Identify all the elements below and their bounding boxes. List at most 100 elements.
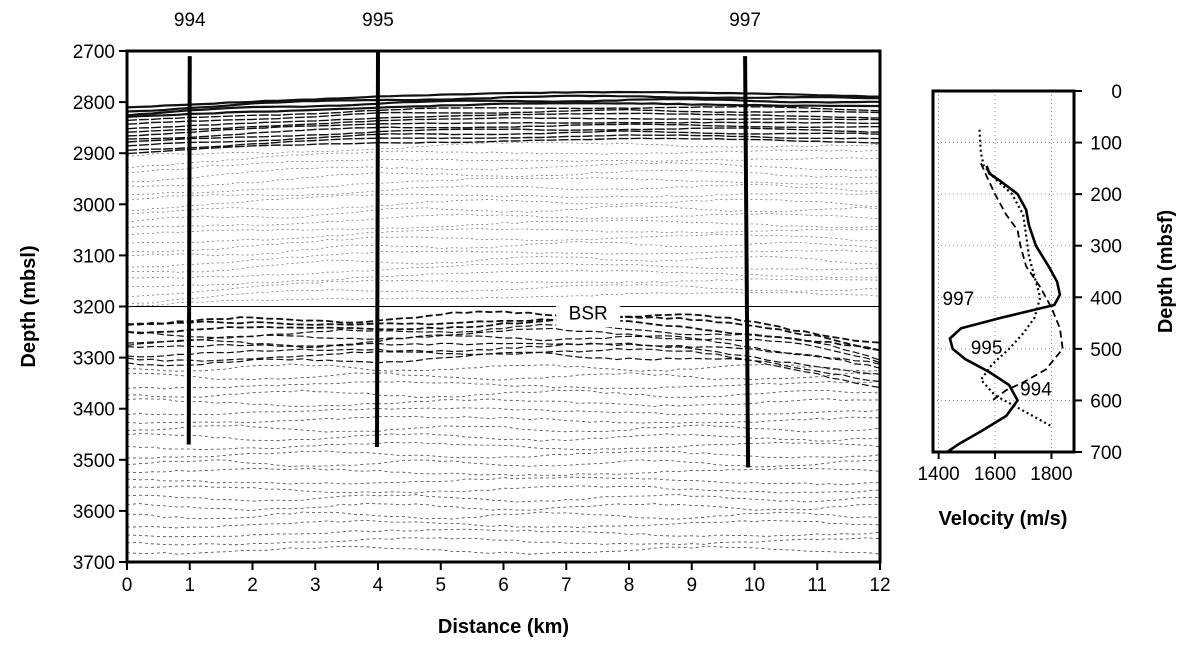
sediment-reflector: [127, 291, 880, 308]
deep-reflector: [127, 459, 880, 468]
x-tick-label: 11: [807, 575, 827, 596]
velocity-x-tick-label: 1600: [974, 464, 1016, 485]
deep-reflector: [127, 528, 880, 538]
sediment-reflector: [127, 241, 880, 257]
velocity-y-tick-label: 600: [1090, 391, 1122, 412]
site-label-995: 995: [362, 10, 394, 31]
velocity-y-tick-label: 700: [1090, 443, 1122, 464]
sediment-reflector: [127, 262, 880, 279]
seismic-chart: BSR 0 1 2 3 4 5 6 7 8 9 10 11 12 2700280029003000310…: [18, 10, 891, 638]
sediment-reflector: [127, 141, 880, 157]
y-tick-label: 3500: [73, 451, 115, 472]
y-tick-label: 3300: [73, 349, 115, 370]
well-line-994: [186, 56, 192, 445]
bsr-zone-reflector: [127, 334, 880, 365]
seafloor-reflector: [127, 123, 880, 140]
x-tick-label: 2: [247, 575, 258, 596]
deep-reflector: [127, 372, 880, 381]
sediment-reflector: [127, 157, 880, 174]
velocity-chart: 997 995 994 1400 1600 1800 0 100 200 300 400 500 6…: [917, 82, 1177, 530]
y-tick-label: 2900: [73, 144, 115, 165]
seismic-site-labels: 994 995 997: [174, 10, 761, 31]
deep-reflector: [127, 502, 880, 511]
well-line-995: [375, 50, 380, 448]
seafloor-reflector: [127, 130, 880, 147]
seafloor-reflector: [127, 97, 880, 117]
seafloor-reflector: [127, 90, 880, 109]
deep-reflector: [127, 485, 880, 494]
deep-reflector: [127, 407, 880, 416]
velocity-line-995: [980, 162, 1064, 402]
sediment-reflector: [127, 149, 880, 169]
y-tick-label: 3400: [73, 400, 115, 421]
sediment-reflector: [127, 205, 880, 223]
deep-reflector: [127, 450, 880, 459]
y-tick-label: 3100: [73, 246, 115, 267]
sediment-reflector: [127, 219, 880, 236]
y-tick-label: 2700: [73, 42, 115, 63]
velocity-series-labels: 997 995 994: [943, 289, 1053, 400]
deep-reflector: [127, 415, 880, 424]
site-label-994: 994: [174, 10, 206, 31]
bsr-zone-reflector: [127, 351, 880, 389]
bsr-zone-reflector: [127, 342, 880, 375]
deep-reflector: [127, 441, 880, 451]
velocity-y-axis-title: Depth (mbsf): [1155, 210, 1177, 333]
velocity-y-ticks: 0 100 200 300 400 500 600 700: [1074, 82, 1122, 464]
y-tick-label: 3200: [73, 298, 115, 319]
sediment-reflector: [127, 169, 880, 187]
velocity-series-label-994: 994: [1020, 379, 1052, 400]
sediment-reflector: [127, 278, 880, 297]
velocity-y-tick-label: 500: [1090, 340, 1122, 361]
x-tick-label: 6: [498, 575, 509, 596]
sediment-reflector: [127, 192, 880, 211]
sediment-reflector: [127, 233, 880, 253]
seafloor-reflector: [127, 108, 880, 125]
sediment-reflector: [127, 177, 880, 195]
seafloor-reflector: [127, 102, 880, 118]
velocity-y-tick-label: 300: [1090, 237, 1122, 258]
x-tick-label: 5: [435, 575, 446, 596]
deep-reflector: [127, 432, 880, 442]
deep-reflector: [127, 380, 880, 390]
seismic-x-ticks: 0 1 2 3 4 5 6 7 8 9 10 11 12: [122, 562, 891, 596]
x-tick-label: 9: [686, 575, 697, 596]
bsr-label-background: [556, 299, 621, 328]
seafloor-reflector: [127, 134, 880, 151]
deep-reflector: [127, 424, 880, 433]
velocity-series: [946, 129, 1064, 452]
y-tick-label: 3000: [73, 195, 115, 216]
velocity-plot-frame: [931, 89, 1076, 454]
deep-reflector: [127, 537, 880, 546]
velocity-x-axis-title: Velocity (m/s): [939, 508, 1068, 530]
well-lines: [186, 50, 751, 468]
seismic-y-ticks: 2700 2800 2900 3000 3100 3200 3300 3400 3500 3600…: [73, 42, 127, 574]
velocity-x-tick-label: 1800: [1030, 464, 1072, 485]
well-line-997: [743, 56, 751, 468]
velocity-x-ticks: 1400 1600 1800: [917, 452, 1073, 485]
velocity-series-label-995: 995: [971, 338, 1003, 359]
sediment-reflector: [127, 284, 880, 304]
bsr-zone-reflector: [127, 347, 880, 383]
x-tick-label: 12: [869, 575, 890, 596]
seismic-texture: [127, 90, 880, 555]
sediment-reflector: [127, 162, 880, 183]
bsr-label: BSR: [569, 303, 608, 324]
sediment-reflector: [127, 228, 880, 244]
bsr-zone-reflector: [127, 327, 880, 364]
x-tick-label: 1: [184, 575, 195, 596]
bsr-zone-reflector: [127, 342, 880, 369]
deep-reflector: [127, 476, 880, 486]
deep-reflector: [127, 363, 880, 372]
x-tick-label: 7: [561, 575, 572, 596]
site-label-997: 997: [729, 10, 761, 31]
x-tick-label: 3: [310, 575, 321, 596]
deep-reflector: [127, 398, 880, 407]
sediment-reflector: [127, 255, 880, 273]
y-tick-label: 2800: [73, 93, 115, 114]
deep-reflector: [127, 519, 880, 529]
seafloor-reflector: [127, 127, 880, 143]
x-tick-label: 10: [744, 575, 765, 596]
seafloor-reflector: [127, 112, 880, 130]
